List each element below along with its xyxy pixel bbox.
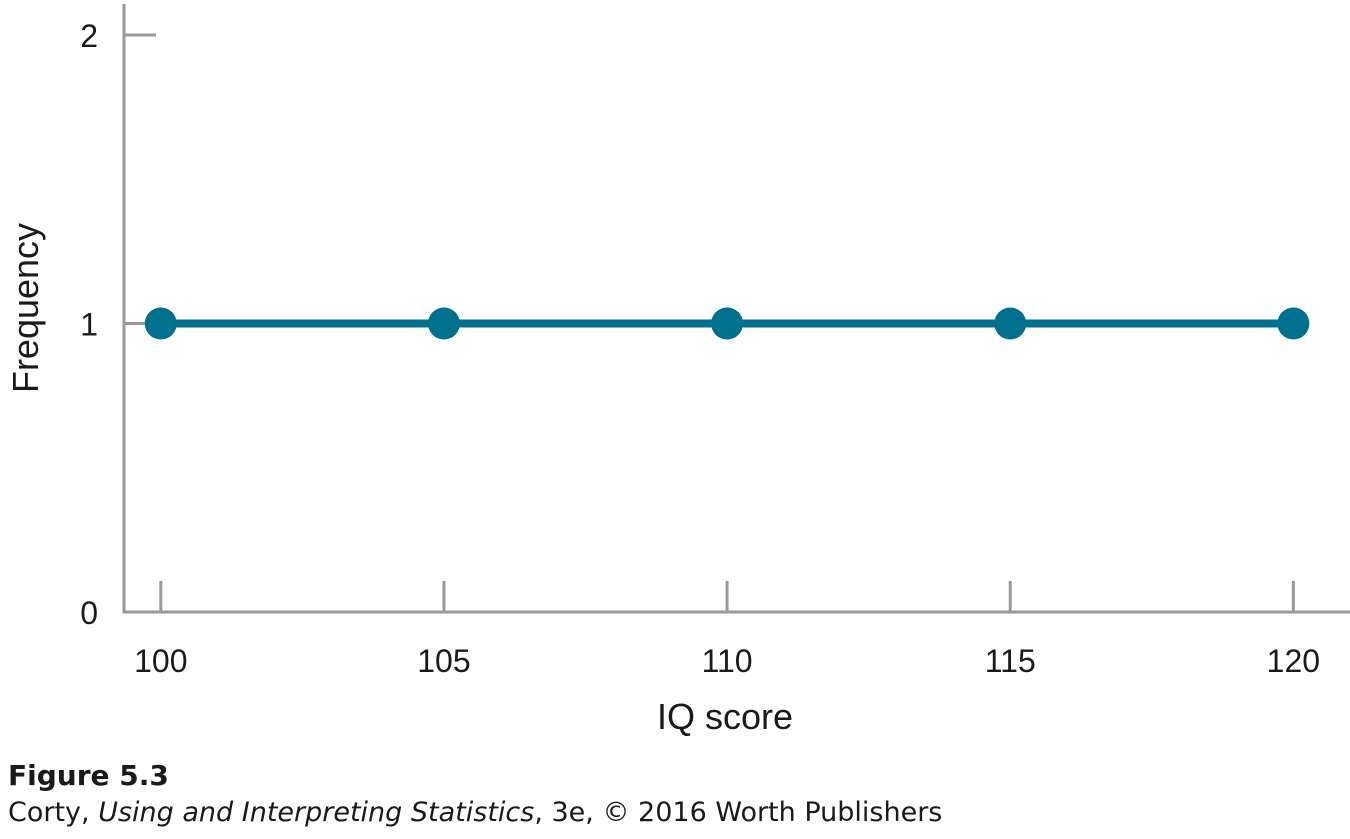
x-tick-label: 110: [702, 643, 753, 679]
data-points: [144, 307, 1310, 340]
frequency-polygon-chart: 0 1 2 100 105 110 115 120 IQ score Frequency: [5, 4, 1350, 737]
figure-source: Corty, Using and Interpreting Statistics…: [8, 794, 1338, 832]
y-tick-label: 2: [80, 18, 98, 54]
figure-source-author: Corty,: [8, 797, 99, 828]
y-axis-ticks: 0 1 2: [80, 18, 156, 631]
y-axis-title: Frequency: [5, 223, 46, 393]
x-axis-title: IQ score: [657, 696, 793, 737]
x-tick-label: 120: [1267, 643, 1320, 679]
x-tick-label: 105: [417, 643, 470, 679]
x-tick-label: 100: [134, 643, 187, 679]
figure-label: Figure 5.3: [8, 759, 169, 792]
x-axis-ticks: 100 105 110 115 120: [134, 581, 1320, 679]
data-point: [994, 307, 1027, 340]
data-point: [427, 307, 460, 340]
x-tick-label: 115: [985, 643, 1036, 679]
y-tick-label: 1: [80, 307, 98, 343]
figure-source-rest: , 3e, © 2016 Worth Publishers: [534, 797, 943, 828]
y-tick-label: 0: [80, 595, 98, 631]
figure-source-book: Using and Interpreting Statistics: [98, 797, 535, 828]
data-point: [711, 307, 744, 340]
figure-caption: Figure 5.3 Corty, Using and Interpreting…: [8, 758, 1338, 832]
data-point: [144, 307, 177, 340]
data-point: [1277, 307, 1310, 340]
